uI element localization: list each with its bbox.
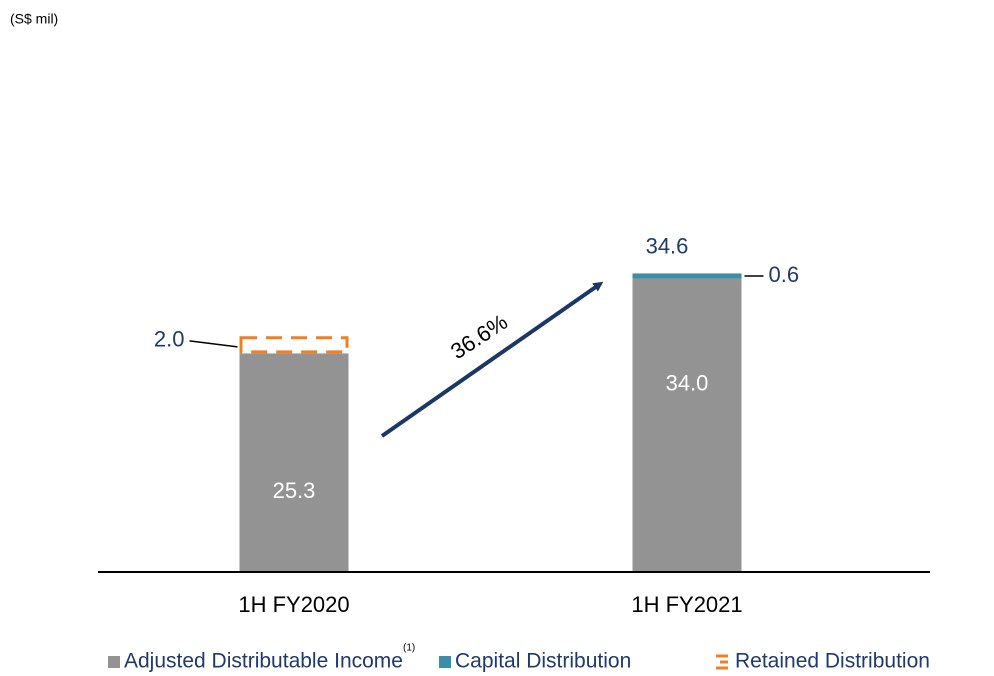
- growth-label: 36.6%: [446, 309, 512, 364]
- legend-footnote: (1): [403, 643, 415, 654]
- legend-label: Capital Distribution: [455, 650, 631, 673]
- data-label: 2.0: [154, 327, 185, 352]
- data-label: 0.6: [769, 262, 800, 287]
- legend-label: Adjusted Distributable Income: [124, 650, 403, 673]
- bar-segment: [239, 353, 349, 571]
- legend-swatch: [439, 656, 451, 668]
- bar-segment: [239, 336, 349, 354]
- legend-label: Retained Distribution: [735, 650, 930, 673]
- bar-segment: [632, 273, 742, 279]
- data-label: 25.3: [273, 478, 316, 503]
- growth-arrow: [380, 281, 604, 438]
- total-label: 34.6: [646, 233, 689, 258]
- x-tick-label: 1H FY2021: [631, 592, 742, 617]
- leader-line: [189, 340, 238, 348]
- bar-segment: [632, 278, 742, 571]
- unit-label: (S$ mil): [10, 11, 58, 27]
- data-label: 34.0: [666, 371, 709, 396]
- legend-swatch: [108, 656, 120, 668]
- x-tick-label: 1H FY2020: [238, 592, 349, 617]
